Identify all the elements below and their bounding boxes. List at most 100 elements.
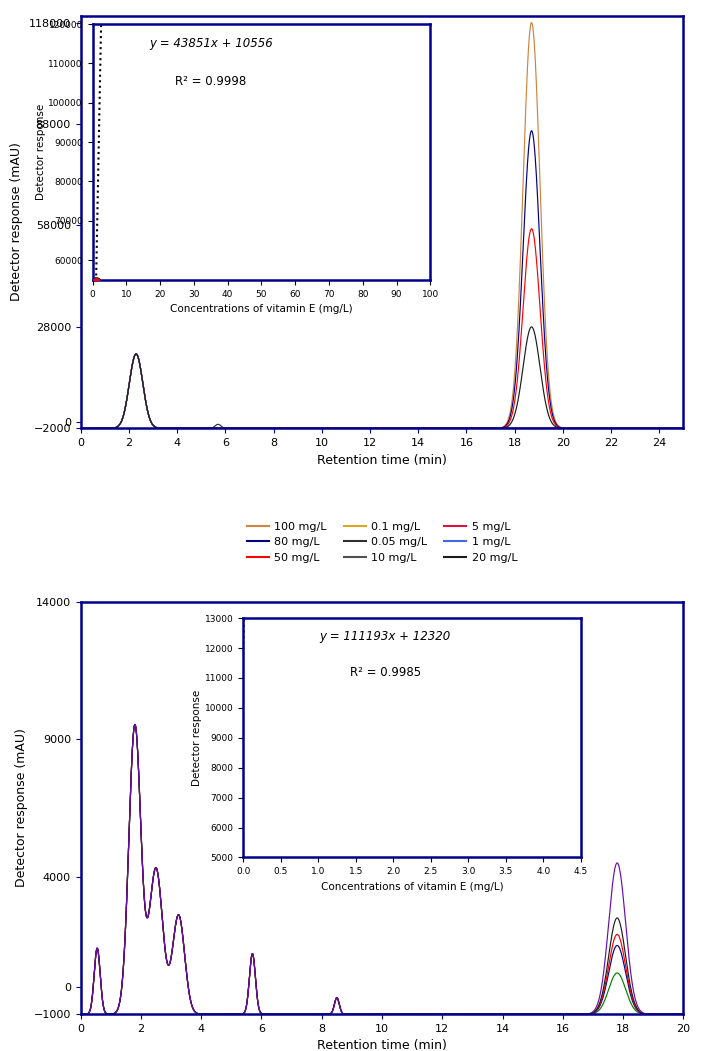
- X-axis label: Retention time (min): Retention time (min): [317, 1039, 447, 1051]
- 100 mg/L: [674, 423, 683, 435]
- 0.2 mg/L: [679, 1008, 688, 1021]
- 20 mg/L: [674, 423, 683, 435]
- 0.1 mg/L: [347, 423, 355, 435]
- 1 mg/L: [217, 423, 225, 435]
- Line: 80 mg/L: 80 mg/L: [81, 130, 683, 429]
- 80 mg/L: [192, 423, 200, 435]
- 80 mg/L: [346, 423, 355, 435]
- 0.8 mg/L: [307, 1008, 315, 1021]
- 0.05 mg/L: [679, 423, 688, 435]
- 0.8 mg/L: [275, 1008, 283, 1021]
- 0.8 mg/L: [186, 992, 194, 1005]
- 20 mg/L: [192, 423, 200, 435]
- 10 mg/L: [347, 423, 355, 435]
- 2 mg/L: [275, 1008, 283, 1021]
- 1 mg/L: [347, 423, 355, 435]
- 0: [307, 1008, 315, 1021]
- 10 mg/L: [220, 423, 229, 435]
- 50 mg/L: [674, 423, 683, 435]
- 100 mg/L: [219, 423, 228, 435]
- 0.1 mg/L: [679, 423, 688, 435]
- 0.1 mg/L: [220, 423, 229, 435]
- 1 mg/L: [674, 423, 683, 435]
- Line: 50 mg/L: 50 mg/L: [81, 229, 683, 429]
- 5 mg/L: [223, 423, 231, 435]
- 100 mg/L: [76, 423, 85, 435]
- 0: [679, 1008, 688, 1021]
- 100 mg/L: [223, 423, 231, 435]
- 20 mg/L: [223, 423, 231, 435]
- 1 mg/L: [132, 348, 140, 360]
- 5 mg/L: [192, 423, 200, 435]
- 2 mg/L: [76, 1008, 85, 1021]
- 4 mg/L: [307, 1008, 315, 1021]
- 5 mg/L: [76, 423, 85, 435]
- 5 mg/L: [304, 423, 312, 435]
- 10 mg/L: [132, 348, 140, 360]
- 0.2 mg/L: [130, 718, 139, 730]
- 50 mg/L: [304, 423, 312, 435]
- 0.2 mg/L: [526, 1008, 535, 1021]
- 0.05 mg/L: [132, 348, 140, 360]
- 50 mg/L: [76, 423, 85, 435]
- Line: 0.1 mg/L: 0.1 mg/L: [81, 354, 683, 429]
- 2 mg/L: [130, 718, 139, 730]
- 80 mg/L: [223, 423, 231, 435]
- 50 mg/L: [217, 423, 225, 435]
- Y-axis label: Detector response (mAU): Detector response (mAU): [15, 728, 28, 887]
- 0.05 mg/L: [76, 423, 85, 435]
- 80 mg/L: [679, 423, 688, 435]
- 5 mg/L: [674, 423, 683, 435]
- 10 mg/L: [223, 423, 231, 435]
- 0.05 mg/L: [217, 419, 225, 432]
- 0.05 mg/L: [674, 423, 683, 435]
- Line: 5 mg/L: 5 mg/L: [81, 354, 683, 429]
- 0.1 mg/L: [674, 423, 683, 435]
- 1 mg/L: [304, 423, 312, 435]
- 0.1 mg/L: [304, 423, 312, 435]
- 20 mg/L: [679, 423, 688, 435]
- 80 mg/L: [527, 124, 536, 137]
- 0.1 mg/L: [76, 423, 85, 435]
- 0.8 mg/L: [438, 1008, 447, 1021]
- 5 mg/L: [679, 423, 688, 435]
- 1 mg/L: [223, 423, 231, 435]
- 0.8 mg/L: [679, 1008, 688, 1021]
- 10 mg/L: [76, 423, 85, 435]
- 1 mg/L: [76, 423, 85, 435]
- 0.05 mg/L: [347, 423, 355, 435]
- 50 mg/L: [223, 423, 231, 435]
- 80 mg/L: [674, 423, 683, 435]
- 80 mg/L: [304, 423, 312, 435]
- 4 mg/L: [679, 1008, 688, 1021]
- Line: 0.05 mg/L: 0.05 mg/L: [81, 354, 683, 429]
- 4 mg/L: [438, 1008, 447, 1021]
- 0: [130, 718, 139, 730]
- Line: 0.2 mg/L: 0.2 mg/L: [81, 724, 683, 1014]
- 0.1 mg/L: [217, 423, 225, 435]
- 4 mg/L: [186, 992, 194, 1005]
- 0: [76, 1008, 85, 1021]
- 0.2 mg/L: [469, 1008, 477, 1021]
- 0.2 mg/L: [186, 992, 194, 1005]
- 2 mg/L: [186, 992, 194, 1005]
- 1 mg/L: [679, 423, 688, 435]
- 50 mg/L: [192, 423, 200, 435]
- 20 mg/L: [346, 423, 355, 435]
- 0: [572, 1008, 580, 1021]
- 100 mg/L: [346, 423, 355, 435]
- 1 mg/L: [192, 423, 200, 435]
- Line: 100 mg/L: 100 mg/L: [81, 22, 683, 429]
- Line: 20 mg/L: 20 mg/L: [81, 327, 683, 429]
- 2 mg/L: [469, 1008, 477, 1021]
- 50 mg/L: [679, 423, 688, 435]
- 2 mg/L: [572, 1008, 580, 1021]
- 0.8 mg/L: [572, 1008, 580, 1021]
- 20 mg/L: [217, 423, 225, 435]
- 0.8 mg/L: [526, 1008, 535, 1021]
- 0.2 mg/L: [438, 1008, 447, 1021]
- 80 mg/L: [217, 423, 225, 435]
- 20 mg/L: [219, 423, 228, 435]
- 0.8 mg/L: [469, 1008, 477, 1021]
- 20 mg/L: [527, 321, 536, 333]
